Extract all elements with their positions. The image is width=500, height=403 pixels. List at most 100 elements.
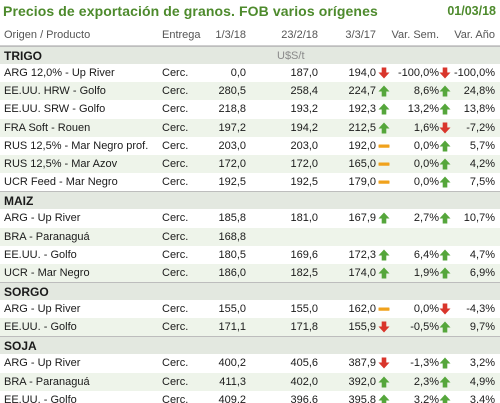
dash-icon xyxy=(378,158,390,170)
section-name: SORGO xyxy=(4,285,49,300)
product-name: EE.UU. SRW - Golfo xyxy=(4,103,106,116)
product-name: RUS 12,5% - Mar Negro prof. xyxy=(4,139,149,152)
price-date-3: 192,3 xyxy=(348,103,376,116)
table-row: EE.UU. - Golfo Cerc. 409,2 396,6 395,8 3,2% 3,… xyxy=(0,391,500,403)
arrow-up-icon xyxy=(378,103,390,115)
arrow-up-icon xyxy=(439,85,451,97)
var-sem-value: 2,3% xyxy=(413,375,439,388)
price-date-1: 186,0 xyxy=(218,266,246,279)
entrega-value: Cerc. xyxy=(162,230,189,243)
price-table: TRIGO U$S/t ARG 12,0% - Up River Cerc. 0,0 18… xyxy=(0,46,500,403)
table-row: UCR - Mar Negro Cerc. 186,0 182,5 174,0 1,9% 6… xyxy=(0,263,500,283)
var-sem-value: -1,3% xyxy=(410,357,439,370)
price-date-2: 405,6 xyxy=(290,357,318,370)
var-sem-value: 13,2% xyxy=(407,103,439,116)
price-date-1: 172,0 xyxy=(218,157,246,170)
section-header: SOJA xyxy=(0,336,500,355)
var-sem-value: 0,0% xyxy=(413,139,439,152)
arrow-down-icon xyxy=(439,122,451,134)
table-row: BRA - Paranaguá Cerc. 168,8 xyxy=(0,227,500,246)
arrow-up-icon xyxy=(378,122,390,134)
column-header-row: Origen / Producto Entrega 1/3/18 23/2/18… xyxy=(0,25,500,46)
arrow-up-icon xyxy=(439,357,451,369)
entrega-value: Cerc. xyxy=(162,248,189,261)
dash-icon xyxy=(378,303,390,315)
price-date-1: 168,8 xyxy=(218,230,246,243)
product-name: ARG - Up River xyxy=(4,357,81,370)
arrow-up-icon xyxy=(378,394,390,403)
col-date-2: 23/2/18 xyxy=(281,29,318,41)
var-sem-value: 1,9% xyxy=(413,266,439,279)
price-date-3: 387,9 xyxy=(348,357,376,370)
var-sem-value: -100,0% xyxy=(398,67,439,79)
product-name: EE.UU. - Golfo xyxy=(4,321,77,334)
table-row: EE.UU. - Golfo Cerc. 180,5 169,6 172,3 6,4% 4,… xyxy=(0,246,500,264)
price-date-1: 171,1 xyxy=(218,321,246,334)
var-ano-value: -4,3% xyxy=(466,303,495,316)
price-date-3: 192,0 xyxy=(348,139,376,152)
arrow-down-icon xyxy=(378,67,390,79)
price-date-1: 411,3 xyxy=(219,375,246,388)
var-ano-value: 6,9% xyxy=(469,266,495,279)
arrow-up-icon xyxy=(378,212,390,224)
price-date-1: 180,5 xyxy=(218,248,246,261)
col-producto: Origen / Producto xyxy=(4,29,91,41)
arrow-up-icon xyxy=(378,249,390,261)
arrow-up-icon xyxy=(439,103,451,115)
product-name: FRA Soft - Rouen xyxy=(4,121,91,134)
col-date-3: 3/3/17 xyxy=(345,29,376,41)
var-sem-value: 0,0% xyxy=(413,157,439,170)
price-date-3: 172,3 xyxy=(348,248,376,261)
product-name: EE.UU. - Golfo xyxy=(4,393,77,403)
price-date-1: 0,0 xyxy=(230,67,246,79)
table-row: EE.UU. SRW - Golfo Cerc. 218,8 193,2 192,3 13… xyxy=(0,100,500,118)
var-sem-value: 3,2% xyxy=(413,393,439,403)
price-date-3: 395,8 xyxy=(348,393,376,403)
price-date-3: 165,0 xyxy=(348,157,376,170)
table-row: EE.UU. HRW - Golfo Cerc. 280,5 258,4 224,7 8,… xyxy=(0,82,500,101)
entrega-value: Cerc. xyxy=(162,303,189,316)
var-ano-value: -7,2% xyxy=(466,121,495,134)
price-date-2: 396,6 xyxy=(290,393,318,403)
col-var-sem: Var. Sem. xyxy=(391,29,439,41)
entrega-value: Cerc. xyxy=(162,121,189,134)
table-row: UCR Feed - Mar Negro Cerc. 192,5 192,5 179,0… xyxy=(0,173,500,191)
arrow-up-icon xyxy=(439,212,451,224)
arrow-down-icon xyxy=(439,303,451,315)
arrow-up-icon xyxy=(439,176,451,188)
price-date-2: 192,5 xyxy=(290,176,318,189)
price-date-1: 192,5 xyxy=(218,176,246,189)
price-date-2: 182,5 xyxy=(290,266,318,279)
table-row: ARG - Up River Cerc. 185,8 181,0 167,9 2,7% 10… xyxy=(0,209,500,227)
section-name: SOJA xyxy=(4,339,37,354)
product-name: BRA - Paranaguá xyxy=(4,230,90,243)
price-date-3: 155,9 xyxy=(348,321,376,334)
var-ano-value: 3,2% xyxy=(469,357,495,370)
var-sem-value: 0,0% xyxy=(413,303,439,316)
arrow-up-icon xyxy=(378,85,390,97)
var-ano-value: 4,7% xyxy=(469,248,495,261)
units-label: U$S/t xyxy=(277,50,305,62)
product-name: EE.UU. - Golfo xyxy=(4,248,77,261)
table-row: FRA Soft - Rouen Cerc. 197,2 194,2 212,5 1,6%… xyxy=(0,118,500,137)
price-date-3: 162,0 xyxy=(348,303,376,316)
price-date-2: 172,0 xyxy=(290,157,318,170)
table-row: RUS 12,5% - Mar Azov Cerc. 172,0 172,0 165,0… xyxy=(0,154,500,174)
price-date-1: 218,8 xyxy=(218,103,246,116)
product-name: BRA - Paranaguá xyxy=(4,375,90,388)
price-date-3: 179,0 xyxy=(348,176,376,189)
var-ano-value: 5,7% xyxy=(469,139,495,152)
price-date-1: 155,0 xyxy=(218,303,246,316)
price-date-3: 224,7 xyxy=(348,85,376,98)
price-date-2: 258,4 xyxy=(290,85,318,98)
price-date-2: 169,6 xyxy=(290,248,318,261)
arrow-up-icon xyxy=(439,158,451,170)
var-ano-value: 4,2% xyxy=(469,157,495,170)
var-ano-value: 13,8% xyxy=(463,103,495,116)
price-date-3: 194,0 xyxy=(348,67,376,79)
var-ano-value: 24,8% xyxy=(463,85,495,98)
table-row: RUS 12,5% - Mar Negro prof. Cerc. 203,0 203… xyxy=(0,137,500,155)
price-date-2: 187,0 xyxy=(290,67,318,79)
var-ano-value: 7,5% xyxy=(469,176,495,189)
price-date-3: 167,9 xyxy=(348,212,376,225)
